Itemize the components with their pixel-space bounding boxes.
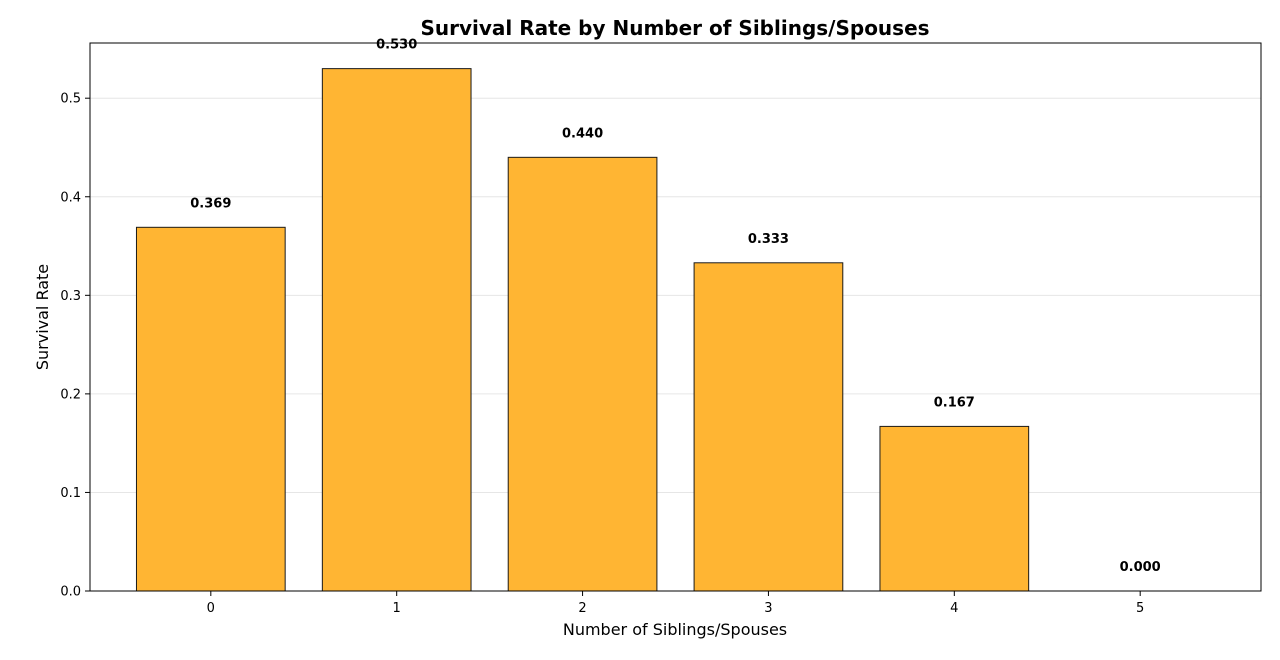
y-axis-label: Survival Rate <box>33 264 52 370</box>
bar-3 <box>693 262 844 592</box>
bar-1 <box>321 68 472 592</box>
bar-4 <box>879 425 1030 592</box>
bars <box>135 68 1030 592</box>
y-tick-label: 0.4 <box>60 190 81 205</box>
data-labels: 0.369 0.530 0.440 0.333 0.167 0.000 <box>190 38 1160 575</box>
y-tick-label: 0.0 <box>60 585 81 600</box>
data-label-0: 0.369 <box>190 196 231 211</box>
x-axis-ticks: 0 1 2 3 4 5 <box>207 591 1144 616</box>
data-label-2: 0.440 <box>562 126 603 141</box>
data-label-5: 0.000 <box>1120 560 1161 575</box>
x-tick-label-1: 1 <box>393 601 401 616</box>
chart-title: Survival Rate by Number of Siblings/Spou… <box>420 16 929 40</box>
bar-0 <box>135 226 286 592</box>
data-label-4: 0.167 <box>934 395 975 410</box>
x-tick-label-4: 4 <box>950 601 958 616</box>
bar-2 <box>507 156 658 592</box>
x-tick-label-5: 5 <box>1136 601 1144 616</box>
y-tick-label: 0.1 <box>60 486 81 501</box>
x-tick-label-3: 3 <box>764 601 772 616</box>
data-label-1: 0.530 <box>376 38 417 53</box>
y-axis-ticks: 0.0 0.1 0.2 0.3 0.4 0.5 <box>60 92 90 600</box>
y-tick-label: 0.5 <box>60 92 81 107</box>
y-tick-label: 0.2 <box>60 387 81 402</box>
x-axis-label: Number of Siblings/Spouses <box>563 620 787 639</box>
data-label-3: 0.333 <box>748 232 789 247</box>
y-tick-label: 0.3 <box>60 289 81 304</box>
x-tick-label-0: 0 <box>207 601 215 616</box>
x-tick-label-2: 2 <box>578 601 586 616</box>
plot-frame <box>89 42 1262 592</box>
